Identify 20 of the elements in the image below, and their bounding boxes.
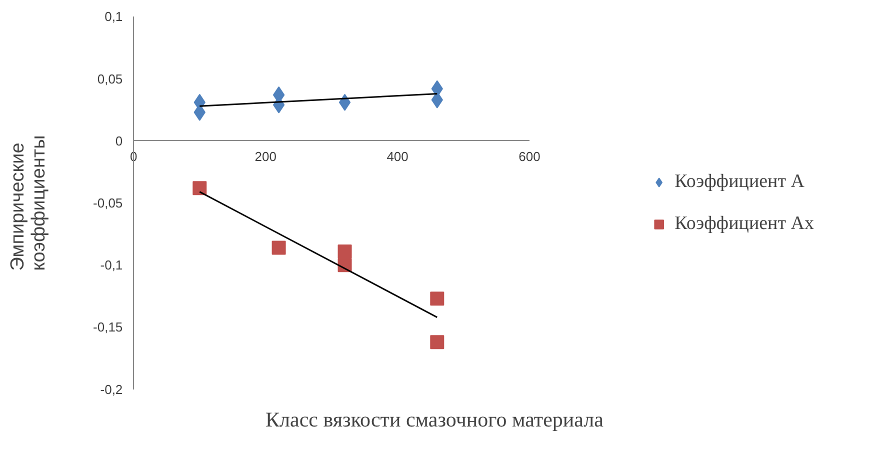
point (272, 240, 286, 255)
point (430, 335, 444, 350)
x-axis-title: Класс вязкости смазочного материала (266, 408, 604, 432)
x-tick-label: 400 (386, 148, 408, 164)
y-tick-label: 0 (115, 133, 123, 148)
y-tick-label: -0,15 (93, 320, 123, 335)
y-axis-title: Эмпирические коэффициенты (8, 135, 50, 271)
y-tick-label: -0,05 (93, 196, 123, 210)
x-tick-label: 600 (518, 148, 540, 164)
y-tick-label: -0,1 (100, 258, 123, 273)
point (430, 292, 444, 306)
y-tick-label: 0,1 (104, 9, 123, 24)
y-tick-label: 0,05 (97, 71, 123, 86)
point (192, 181, 207, 196)
legend-label: Коэффициент Ах (674, 212, 814, 234)
x-tick-label: 200 (254, 148, 276, 164)
point (338, 244, 352, 258)
point (338, 94, 351, 111)
legend-label: Коэффициент А (674, 170, 804, 192)
y-tick-label: -0,2 (100, 382, 123, 397)
